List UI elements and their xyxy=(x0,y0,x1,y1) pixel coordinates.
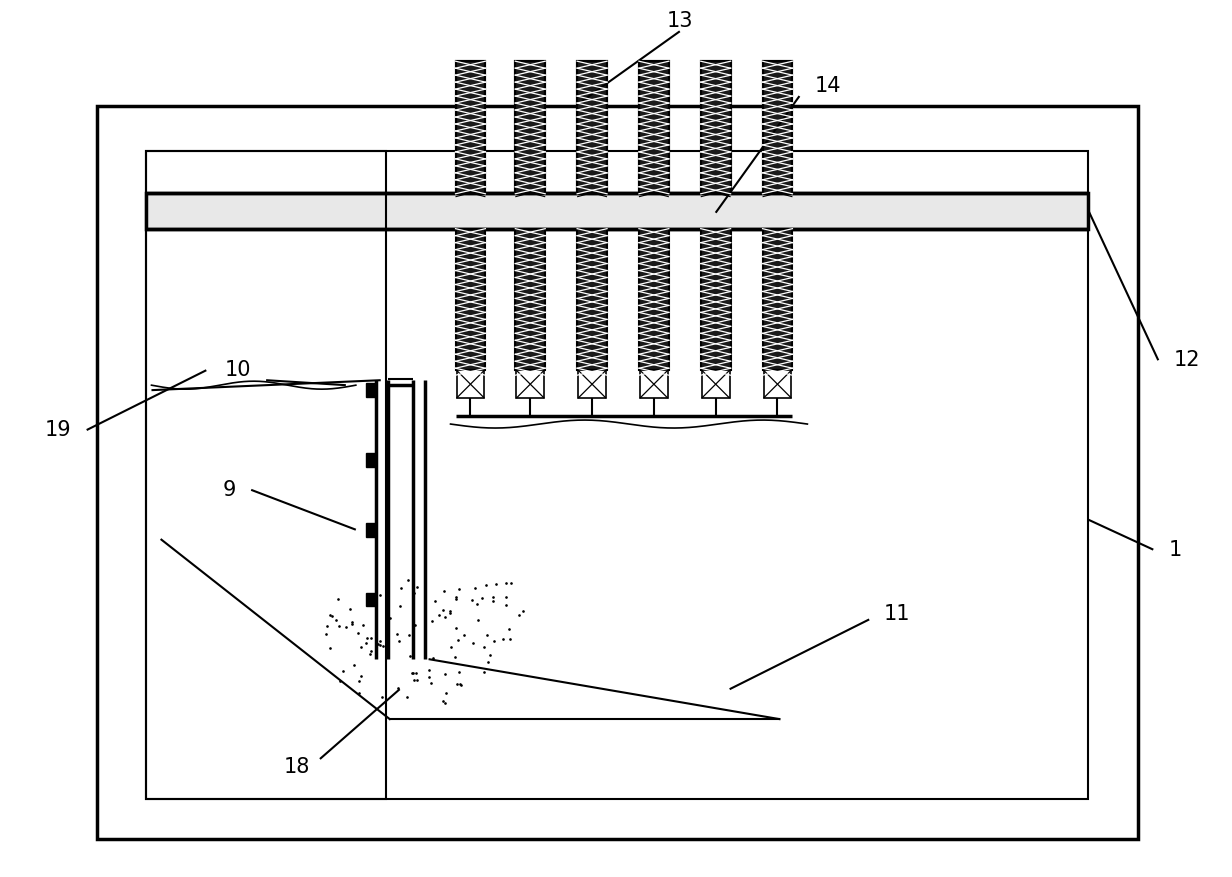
Bar xyxy=(763,61,792,193)
Bar xyxy=(763,229,792,370)
Bar xyxy=(764,370,791,398)
Bar xyxy=(366,593,376,607)
Bar xyxy=(96,106,1138,838)
Bar xyxy=(639,370,668,398)
Bar xyxy=(147,151,386,799)
Text: 13: 13 xyxy=(667,11,694,32)
Bar xyxy=(366,523,376,537)
Text: 19: 19 xyxy=(46,420,71,440)
Bar xyxy=(577,61,607,193)
Bar xyxy=(577,61,607,193)
Text: 14: 14 xyxy=(814,76,841,96)
Bar xyxy=(147,151,1089,799)
Bar xyxy=(516,370,545,398)
Bar xyxy=(639,61,669,193)
Bar xyxy=(456,61,485,193)
Bar xyxy=(702,370,729,398)
Bar xyxy=(701,61,731,193)
Bar xyxy=(515,229,546,370)
Bar xyxy=(366,453,376,467)
Text: 11: 11 xyxy=(885,604,910,624)
Bar xyxy=(577,229,607,370)
Bar xyxy=(515,61,546,193)
Bar xyxy=(147,193,1089,229)
Bar xyxy=(639,229,669,370)
Bar xyxy=(456,61,485,193)
Bar xyxy=(701,229,731,370)
Bar xyxy=(515,61,546,193)
Bar xyxy=(456,229,485,370)
Text: 18: 18 xyxy=(283,757,310,777)
Bar xyxy=(701,61,731,193)
Bar xyxy=(639,61,669,193)
Bar xyxy=(763,61,792,193)
Bar xyxy=(457,370,484,398)
Bar xyxy=(578,370,606,398)
Text: 9: 9 xyxy=(223,480,237,500)
Bar xyxy=(366,383,376,397)
Text: 12: 12 xyxy=(1173,350,1200,370)
Text: 10: 10 xyxy=(224,360,251,381)
Text: 1: 1 xyxy=(1168,539,1181,560)
